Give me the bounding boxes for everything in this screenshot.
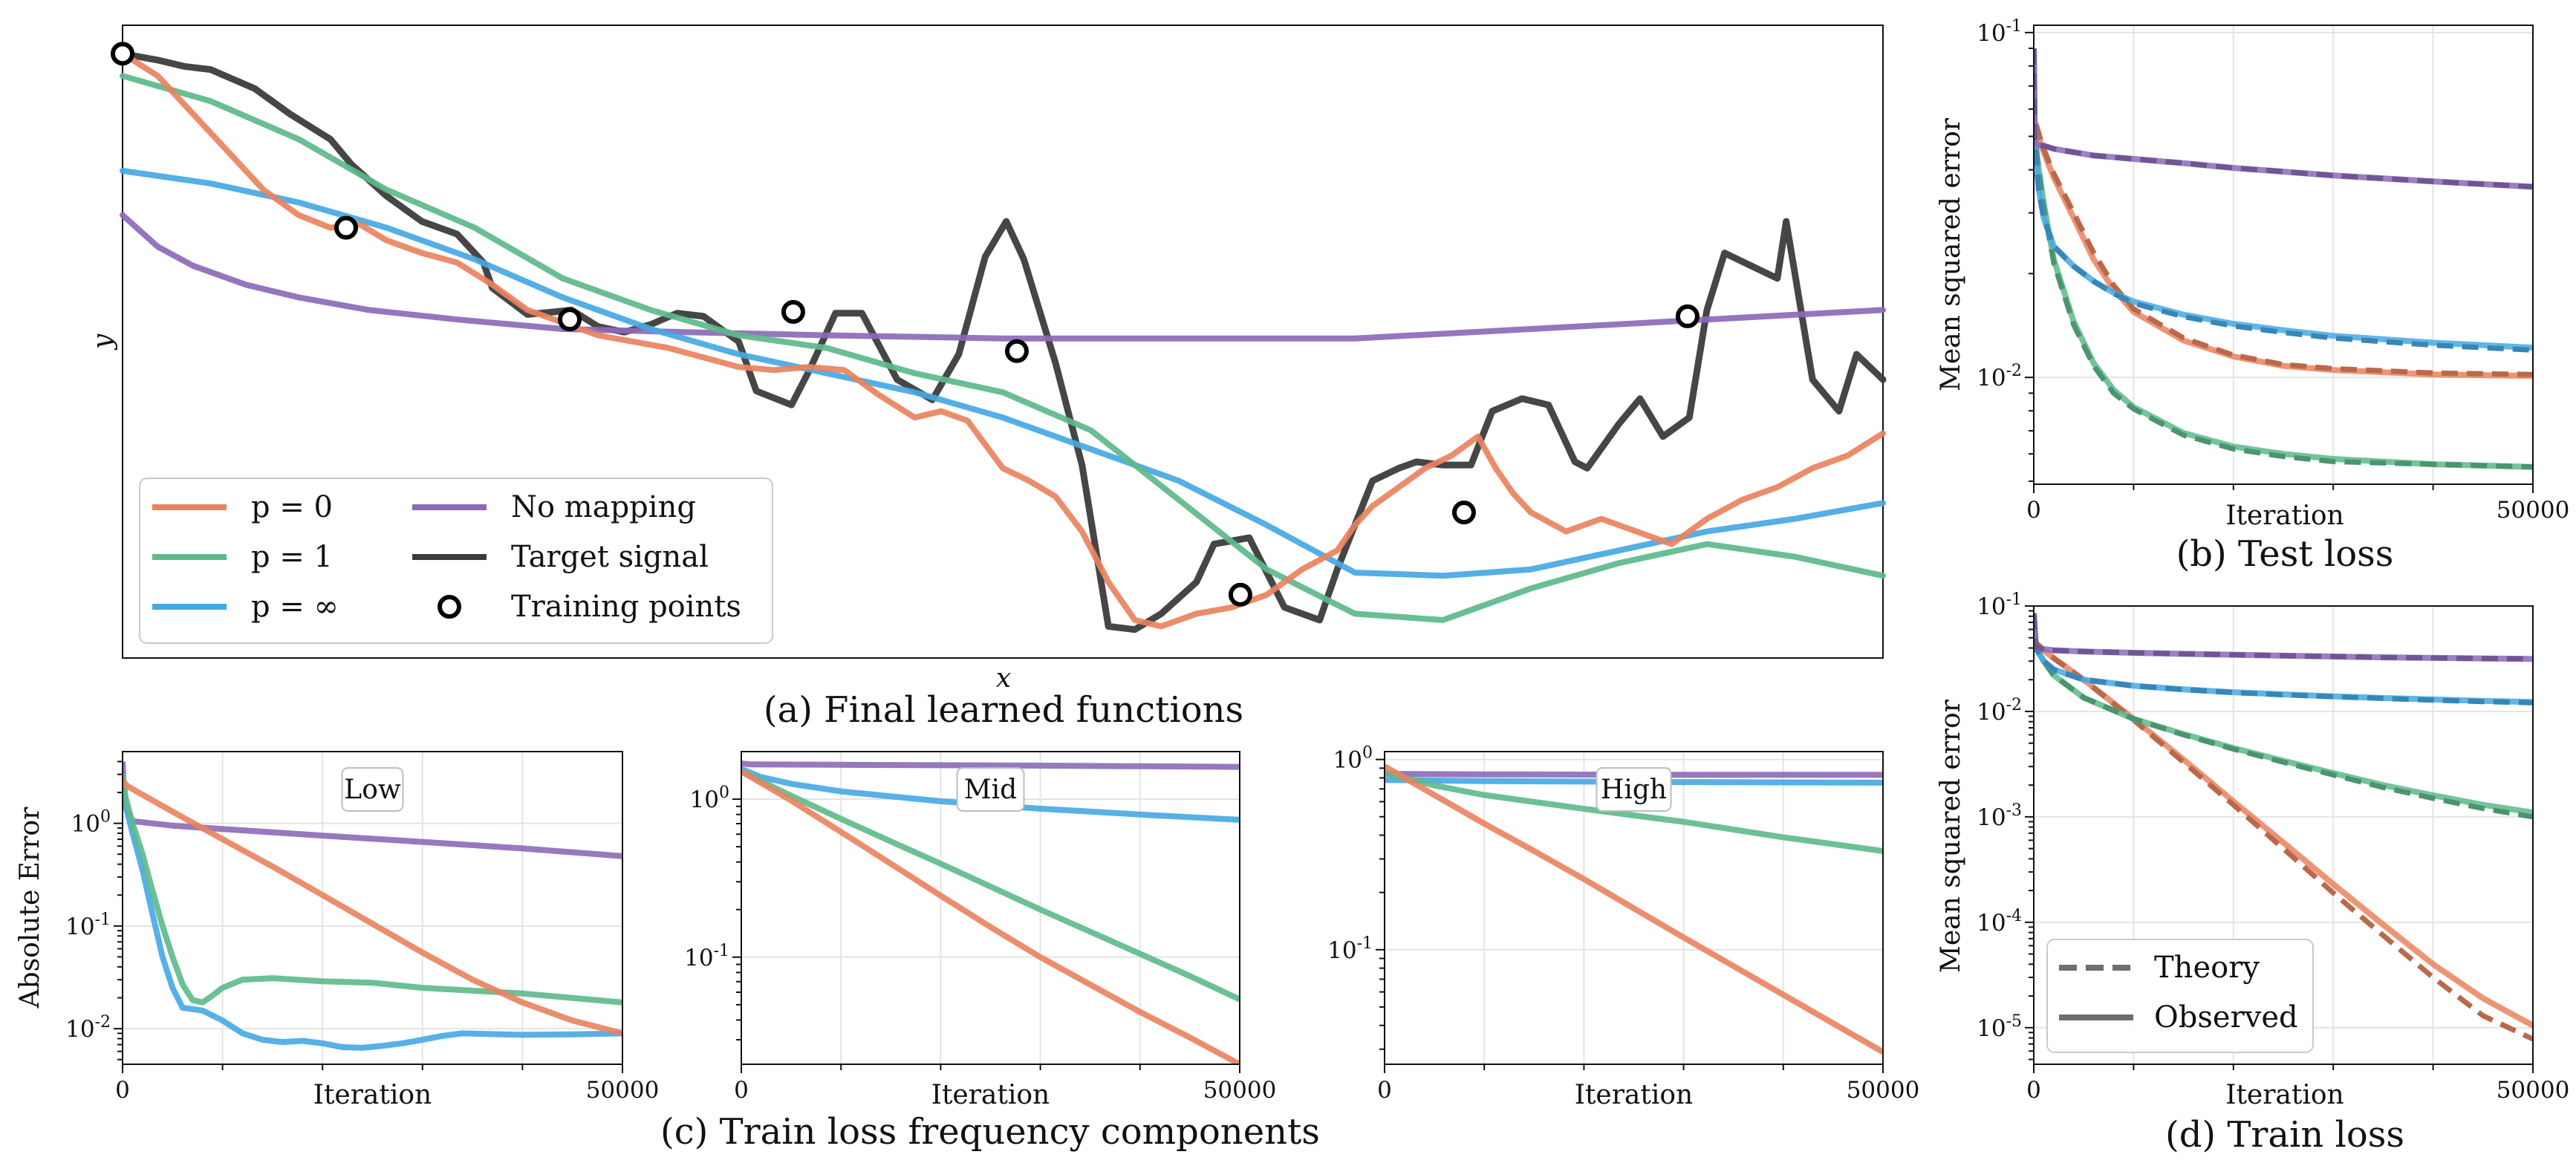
caption-a: (a) Final learned functions [764,689,1243,731]
legend-label-target: Target signal [511,540,709,574]
x-axis-label: Iteration [1575,1080,1694,1110]
y-tick-label: 100 [1333,744,1373,774]
band-label: Mid [964,775,1017,805]
series-line-p0 [123,778,622,1037]
y-tick-label: 10-2 [65,1013,111,1043]
band-label-box [341,767,404,812]
y-tick-label: 10-5 [1977,1012,2022,1042]
series-line-pinf [741,766,1240,823]
series-line-p1 [741,769,1240,1003]
legend-label-pinf: p = ∞ [251,590,339,624]
legend-a: p = 0 No mapping p = 1 Target signal p = ∞ Tr… [139,478,773,644]
x-tick-label: 50000 [1847,1077,1920,1104]
x-axis-label: Iteration [2225,501,2344,531]
y-tick-label: 10-3 [1977,801,2022,831]
x-axis-label: Iteration [2225,1080,2344,1110]
panel-b-test-loss: 0 50000 10-1 10-2 Iteration Mean squared erro… [1936,17,2569,531]
subplot-mid: 0 50000 100 10-1 Mid Iteration [684,751,1277,1110]
training-point [334,215,358,240]
series-line-p1 [123,774,622,1006]
x-axis-label: Iteration [931,1080,1050,1110]
x-tick-label: 50000 [586,1077,660,1104]
x-axis-label: x [996,663,1011,694]
training-point [1004,339,1029,363]
plot-frame [2033,25,2534,485]
legend-label-train: Training points [511,590,741,624]
x-tick-label: 0 [2026,497,2041,524]
theory-line-nomap [2034,613,2533,662]
legend-label-dashed: Theory [2154,951,2260,985]
series-line-p0 [741,769,1240,1064]
y-axis-label: Mean squared error [1936,699,1966,973]
caption-d: (d) Train loss [2165,1114,2404,1156]
legend-label-p1: p = 1 [251,540,333,574]
series-line-p1 [1385,769,1883,854]
series-line-nomap [120,212,1886,342]
legend-d: Theory Observed [2046,939,2314,1053]
training-point [557,307,582,332]
x-tick-label: 0 [2026,1077,2041,1104]
plot-frame [2033,605,2534,1065]
series-line-p1 [120,73,1886,623]
series-line-pinf [120,168,1886,579]
y-tick-label: 100 [71,808,111,838]
series-line-nomap [1385,771,1883,778]
theory-line-pinf [2034,613,2533,706]
y-tick-label: 10-1 [684,942,729,971]
series-line-pinf [1385,777,1883,786]
panel-d-train-loss: 0 50000 10-1 10-2 10-3 10-4 10-5 Iteration Mean … [1936,590,2569,1110]
x-tick-label: 50000 [1203,1077,1277,1104]
series-line-p0 [120,51,1886,630]
x-tick-label: 0 [115,1077,130,1104]
y-axis-label: Mean squared error [1936,117,1966,391]
band-label: Low [344,775,401,805]
plot-frame [741,751,1240,1065]
training-point [1675,304,1700,328]
band-label-box [956,767,1025,812]
subplot-high: 0 50000 100 10-1 High Iteration [1327,744,1919,1110]
theory-line-p0 [2034,613,2533,1042]
legend-box [139,478,773,644]
y-tick-label: 10-4 [1977,907,2022,937]
y-tick-label: 10-1 [1977,590,2022,620]
x-tick-label: 50000 [2497,1077,2570,1104]
plot-area [2034,25,2533,484]
theory-line-nomap [2034,48,2533,189]
x-tick-label: 0 [734,1077,749,1104]
x-axis-label: Iteration [313,1080,432,1110]
panel-c-frequency-components: 0 50000 100 10-1 10-2 Low Iteration 0 50000 100 10… [15,744,1919,1110]
y-tick-label: 10-1 [1977,17,2022,47]
series-line-pinf [123,774,622,1051]
x-tick-label: 50000 [2497,497,2570,524]
caption-b: (b) Test loss [2176,533,2394,575]
band-label-box [1596,767,1672,812]
legend-label-p0: p = 0 [251,490,333,524]
y-axis-label: y [88,333,118,351]
band-label: High [1601,775,1667,805]
training-point [1228,582,1252,607]
y-tick-label: 10-1 [65,911,111,940]
subplot-low: 0 50000 100 10-1 10-2 Low Iteration [65,751,660,1110]
training-point [111,42,134,66]
plot-frame [1384,751,1884,1065]
legend-label-solid: Observed [2154,1000,2298,1035]
y-tick-label: 10-2 [1977,696,2022,726]
y-axis-label: Absolute Error [15,807,45,1009]
training-point [1451,501,1476,525]
y-tick-label: 100 [690,784,729,813]
y-tick-label: 10-1 [1327,934,1373,964]
x-tick-label: 0 [1377,1077,1392,1104]
theory-line-p0 [2034,48,2533,377]
series-line-p0 [1385,763,1883,1055]
legend-label-nomap: No mapping [511,490,696,524]
series-line-nomap [741,760,1240,770]
caption-c: (c) Train loss frequency components [660,1111,1320,1153]
theory-line-pinf [2034,48,2533,353]
panel-a-final-functions: x y p = 0 No mapping p = 1 Target signal p = ∞… [88,25,1887,694]
legend-marker-training [438,595,461,619]
training-point [781,299,805,324]
y-tick-label: 10-2 [1977,362,2022,391]
plot-frame [122,751,623,1065]
